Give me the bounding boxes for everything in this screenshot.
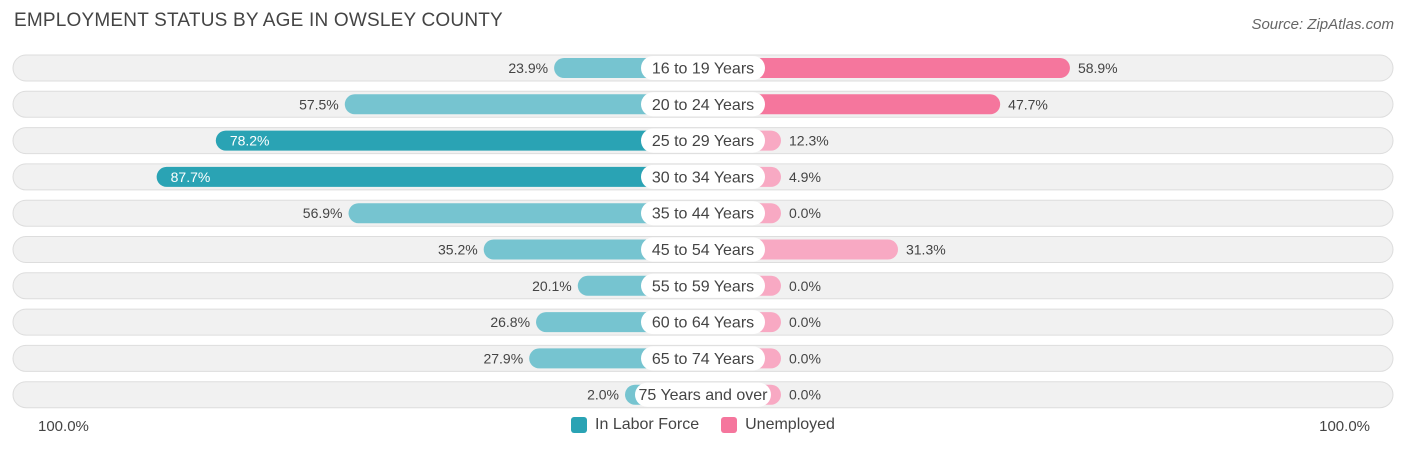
category-label: 35 to 44 Years [652,206,754,223]
bar-labor-force [156,166,703,187]
legend-label-labor: In Labor Force [595,416,700,433]
value-label-unemployed: 58.9% [1078,60,1118,76]
value-label-unemployed: 47.7% [1008,96,1048,112]
value-label-labor: 78.2% [230,133,270,149]
category-label: 25 to 29 Years [652,133,754,150]
legend: In Labor Force Unemployed [0,416,1406,434]
category-label-bg [641,56,765,80]
value-label-labor: 2.0% [587,387,619,403]
value-label-labor: 57.5% [299,96,339,112]
chart-canvas: 16 to 19 Years 23.9% 58.9% 20 to 24 Years 57… [12,54,1394,409]
category-label-bg [641,273,765,298]
value-label-unemployed: 0.0% [789,205,821,221]
category-label: 55 to 59 Years [652,278,754,295]
category-label-bg [641,237,765,262]
value-label-unemployed: 0.0% [789,387,821,403]
category-label-bg [641,310,765,335]
value-label-labor: 20.1% [532,278,572,294]
legend-label-unemployed: Unemployed [745,416,835,433]
legend-item-labor: In Labor Force [571,416,699,434]
legend-swatch-unemployed [721,417,738,433]
bar-labor-force [348,203,703,224]
category-label-bg [641,164,765,189]
category-label-bg [641,201,765,226]
category-label: 45 to 54 Years [652,242,754,259]
bar-labor-force [215,130,703,151]
category-label: 60 to 64 Years [652,315,754,332]
value-label-labor: 87.7% [171,169,211,185]
value-label-unemployed: 4.9% [789,169,821,185]
bar-unemployed [703,58,1070,78]
legend-item-unemployed: Unemployed [721,416,835,434]
value-label-labor: 23.9% [508,60,548,76]
category-label: 30 to 34 Years [652,169,754,186]
source-credit: Source: ZipAtlas.com [1251,16,1394,33]
chart-title: EMPLOYMENT STATUS BY AGE IN OWSLEY COUNT… [14,10,503,31]
category-label-bg [641,92,765,117]
legend-swatch-labor [571,417,588,433]
category-label: 75 Years and over [639,387,769,404]
category-label-bg [641,346,765,371]
category-label: 20 to 24 Years [652,97,754,114]
category-label: 16 to 19 Years [652,61,754,78]
value-label-labor: 27.9% [483,350,523,366]
value-label-unemployed: 12.3% [789,133,829,149]
category-label-bg [641,128,765,153]
value-label-unemployed: 31.3% [906,242,946,258]
bar-labor-force [344,94,703,115]
value-label-unemployed: 0.0% [789,350,821,366]
axis-right-label: 100.0% [1319,418,1370,435]
axis-left-label: 100.0% [38,418,89,435]
category-label-bg [635,382,771,407]
category-label: 65 to 74 Years [652,351,754,368]
value-label-unemployed: 0.0% [789,314,821,330]
value-label-labor: 56.9% [303,205,343,221]
value-label-unemployed: 0.0% [789,278,821,294]
value-label-labor: 26.8% [490,314,530,330]
value-label-labor: 35.2% [438,242,478,258]
bar-unemployed [703,94,1001,115]
